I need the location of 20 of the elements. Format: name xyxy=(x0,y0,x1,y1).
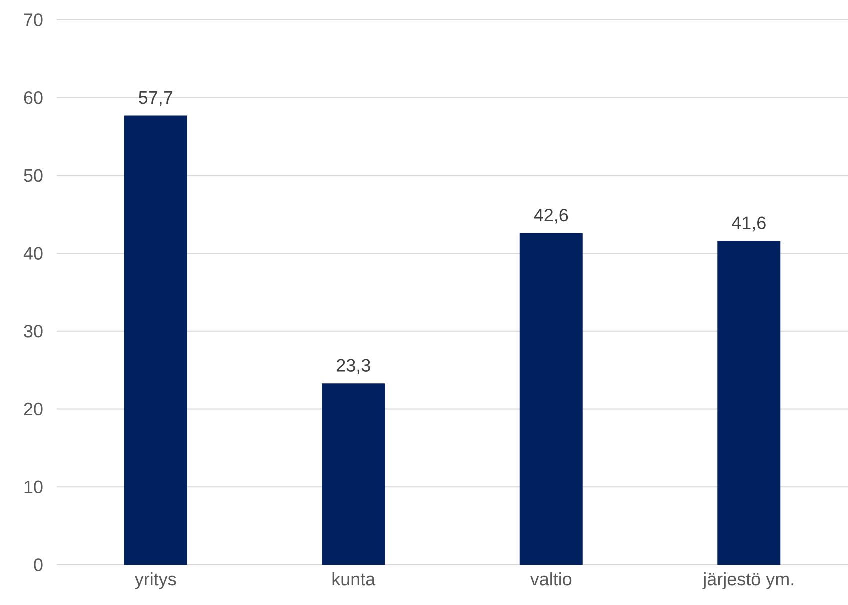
bar xyxy=(322,384,386,565)
data-label: 57,7 xyxy=(139,92,172,106)
x-tick-label: yritys xyxy=(134,572,176,590)
y-tick-label: 10 xyxy=(24,480,43,494)
bar xyxy=(124,116,188,565)
y-tick-label: 30 xyxy=(24,325,43,338)
y-tick-label: 50 xyxy=(24,169,43,182)
y-tick-label: 40 xyxy=(24,247,43,260)
data-label: 42,6 xyxy=(534,208,568,224)
y-tick-label: 20 xyxy=(24,402,43,416)
y-tick-label: 0 xyxy=(34,558,43,572)
data-label: 41,6 xyxy=(732,216,766,232)
bar xyxy=(718,241,781,565)
bar xyxy=(520,233,583,565)
y-tick-label: 70 xyxy=(24,14,43,26)
x-tick-label: valtio xyxy=(530,572,572,586)
y-tick-label: 60 xyxy=(24,91,43,104)
data-label: 23,3 xyxy=(337,359,370,374)
x-tick-label: kunta xyxy=(332,572,376,586)
x-tick-label: järjestö ym. xyxy=(702,572,794,590)
